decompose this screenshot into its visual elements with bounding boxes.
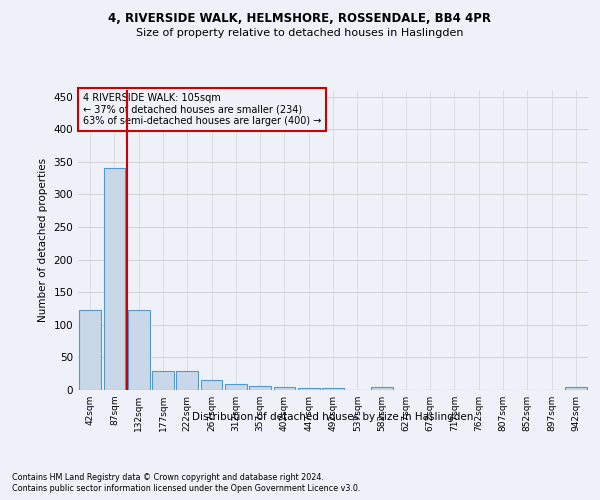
Bar <box>200 380 223 390</box>
Text: Distribution of detached houses by size in Haslingden: Distribution of detached houses by size … <box>193 412 473 422</box>
Bar <box>225 384 247 390</box>
Bar <box>104 168 125 390</box>
Bar <box>79 310 101 390</box>
Bar <box>249 386 271 390</box>
Bar <box>298 388 320 390</box>
Bar <box>322 388 344 390</box>
Y-axis label: Number of detached properties: Number of detached properties <box>38 158 48 322</box>
Bar <box>274 388 295 390</box>
Text: Contains HM Land Registry data © Crown copyright and database right 2024.: Contains HM Land Registry data © Crown c… <box>12 472 324 482</box>
Bar <box>176 371 198 390</box>
Text: 4 RIVERSIDE WALK: 105sqm
← 37% of detached houses are smaller (234)
63% of semi-: 4 RIVERSIDE WALK: 105sqm ← 37% of detach… <box>83 93 322 126</box>
Text: 4, RIVERSIDE WALK, HELMSHORE, ROSSENDALE, BB4 4PR: 4, RIVERSIDE WALK, HELMSHORE, ROSSENDALE… <box>109 12 491 26</box>
Bar <box>371 386 392 390</box>
Text: Size of property relative to detached houses in Haslingden: Size of property relative to detached ho… <box>136 28 464 38</box>
Bar <box>128 310 149 390</box>
Text: Contains public sector information licensed under the Open Government Licence v3: Contains public sector information licen… <box>12 484 361 493</box>
Bar <box>565 386 587 390</box>
Bar <box>152 371 174 390</box>
